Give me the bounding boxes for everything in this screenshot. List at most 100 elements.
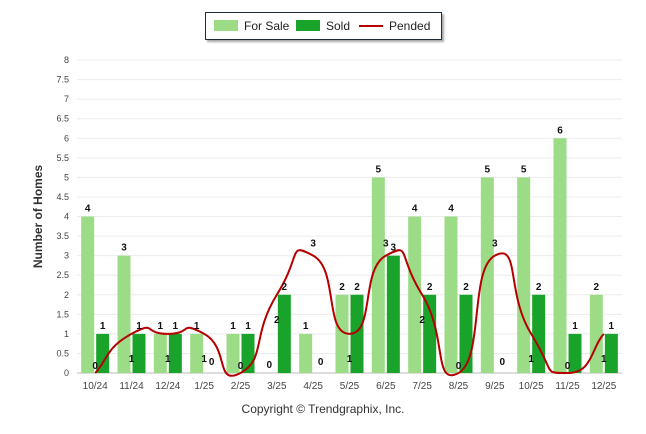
data-label-pended: 2 xyxy=(419,315,425,326)
legend: For Sale Sold Pended xyxy=(205,12,442,40)
data-label-pended: 1 xyxy=(528,354,534,365)
data-label-sold: 1 xyxy=(609,321,615,332)
data-label-for-sale: 1 xyxy=(230,321,236,332)
legend-label-sold: Sold xyxy=(326,19,351,33)
y-tick-label: 3 xyxy=(64,251,69,261)
data-label-for-sale: 5 xyxy=(376,164,382,175)
data-label-sold: 0 xyxy=(500,357,506,368)
data-label-for-sale: 4 xyxy=(448,204,454,215)
data-label-pended: 1 xyxy=(347,354,353,365)
bar-for-sale xyxy=(335,294,349,373)
data-label-sold: 2 xyxy=(463,282,469,293)
x-tick-label: 2/25 xyxy=(231,381,251,392)
data-label-sold: 1 xyxy=(572,321,578,332)
legend-item-pended[interactable]: Pended xyxy=(359,18,430,34)
data-label-pended: 0 xyxy=(456,361,462,372)
y-tick-label: 6 xyxy=(64,133,69,143)
x-tick-label: 1/25 xyxy=(194,381,214,392)
x-tick-label: 6/25 xyxy=(376,381,396,392)
pended-line xyxy=(94,249,605,377)
data-label-for-sale: 1 xyxy=(303,321,309,332)
legend-swatch-pended xyxy=(359,25,383,27)
x-tick-label: 12/24 xyxy=(155,381,180,392)
data-label-sold: 2 xyxy=(427,282,433,293)
bar-sold xyxy=(386,255,400,373)
x-tick-label: 11/25 xyxy=(555,381,580,392)
y-tick-label: 4 xyxy=(64,212,69,222)
bar-sold xyxy=(423,294,437,373)
legend-item-sold[interactable]: Sold xyxy=(296,18,350,34)
y-tick-label: 2 xyxy=(64,290,69,300)
bar-for-sale xyxy=(408,216,422,373)
y-tick-label: 5.5 xyxy=(56,153,69,163)
data-label-pended: 1 xyxy=(601,354,607,365)
data-label-for-sale: 0 xyxy=(267,360,273,371)
legend-item-for-sale[interactable]: For Sale xyxy=(214,18,289,34)
data-label-pended: 3 xyxy=(383,239,389,250)
bar-for-sale xyxy=(371,177,385,373)
y-tick-label: 4.5 xyxy=(56,192,69,202)
bar-sold xyxy=(532,294,546,373)
y-tick-label: 1 xyxy=(64,329,69,339)
data-label-sold: 0 xyxy=(318,357,324,368)
legend-label-for-sale: For Sale xyxy=(244,19,290,33)
y-tick-label: 0 xyxy=(64,368,69,378)
bar-sold xyxy=(568,333,582,373)
data-label-pended: 1 xyxy=(129,354,135,365)
data-label-for-sale: 4 xyxy=(85,204,91,215)
data-label-sold: 2 xyxy=(282,282,288,293)
data-label-sold: 1 xyxy=(245,321,251,332)
data-label-for-sale: 6 xyxy=(557,125,563,136)
data-label-sold: 2 xyxy=(354,282,360,293)
data-label-sold: 1 xyxy=(100,321,106,332)
bar-sold xyxy=(350,294,364,373)
data-label-sold: 3 xyxy=(391,243,397,254)
x-tick-label: 9/25 xyxy=(485,381,505,392)
y-tick-label: 5 xyxy=(64,172,69,182)
data-label-pended: 3 xyxy=(310,239,316,250)
bar-for-sale xyxy=(117,255,131,373)
y-tick-label: 7 xyxy=(64,94,69,104)
bar-for-sale xyxy=(444,216,458,373)
bar-sold xyxy=(277,294,291,373)
bar-for-sale xyxy=(553,138,567,373)
bar-for-sale xyxy=(190,333,204,373)
x-tick-label: 4/25 xyxy=(303,381,323,392)
x-tick-label: 3/25 xyxy=(267,381,287,392)
x-tick-label: 12/25 xyxy=(591,381,616,392)
y-tick-label: 7.5 xyxy=(56,75,69,85)
data-label-for-sale: 4 xyxy=(412,204,418,215)
data-label-pended: 3 xyxy=(492,239,498,250)
data-label-for-sale: 1 xyxy=(194,321,200,332)
data-label-for-sale: 5 xyxy=(521,164,527,175)
y-tick-label: 6.5 xyxy=(56,114,69,124)
data-label-for-sale: 3 xyxy=(121,243,127,254)
x-tick-label: 11/24 xyxy=(119,381,144,392)
bar-for-sale xyxy=(480,177,494,373)
data-label-pended: 0 xyxy=(92,361,98,372)
data-label-pended: 0 xyxy=(565,361,571,372)
data-label-for-sale: 2 xyxy=(594,282,600,293)
y-tick-label: 1.5 xyxy=(56,309,69,319)
bar-for-sale xyxy=(226,333,240,373)
legend-label-pended: Pended xyxy=(389,19,431,33)
bar-for-sale xyxy=(517,177,531,373)
bar-for-sale xyxy=(81,216,95,373)
y-axis-title: Number of Homes xyxy=(31,165,45,269)
data-label-sold: 1 xyxy=(136,321,142,332)
x-tick-label: 10/24 xyxy=(83,381,108,392)
bar-sold xyxy=(96,333,110,373)
x-tick-label: 10/25 xyxy=(519,381,544,392)
y-tick-label: 0.5 xyxy=(56,348,69,358)
data-label-sold: 0 xyxy=(209,357,215,368)
y-tick-label: 2.5 xyxy=(56,270,69,280)
y-tick-label: 8 xyxy=(64,55,69,65)
x-tick-label: 7/25 xyxy=(412,381,432,392)
bar-sold xyxy=(132,333,146,373)
data-label-for-sale: 5 xyxy=(485,164,491,175)
bar-sold xyxy=(459,294,473,373)
data-label-for-sale: 1 xyxy=(158,321,164,332)
bar-for-sale xyxy=(153,333,167,373)
data-label-pended: 1 xyxy=(201,354,207,365)
